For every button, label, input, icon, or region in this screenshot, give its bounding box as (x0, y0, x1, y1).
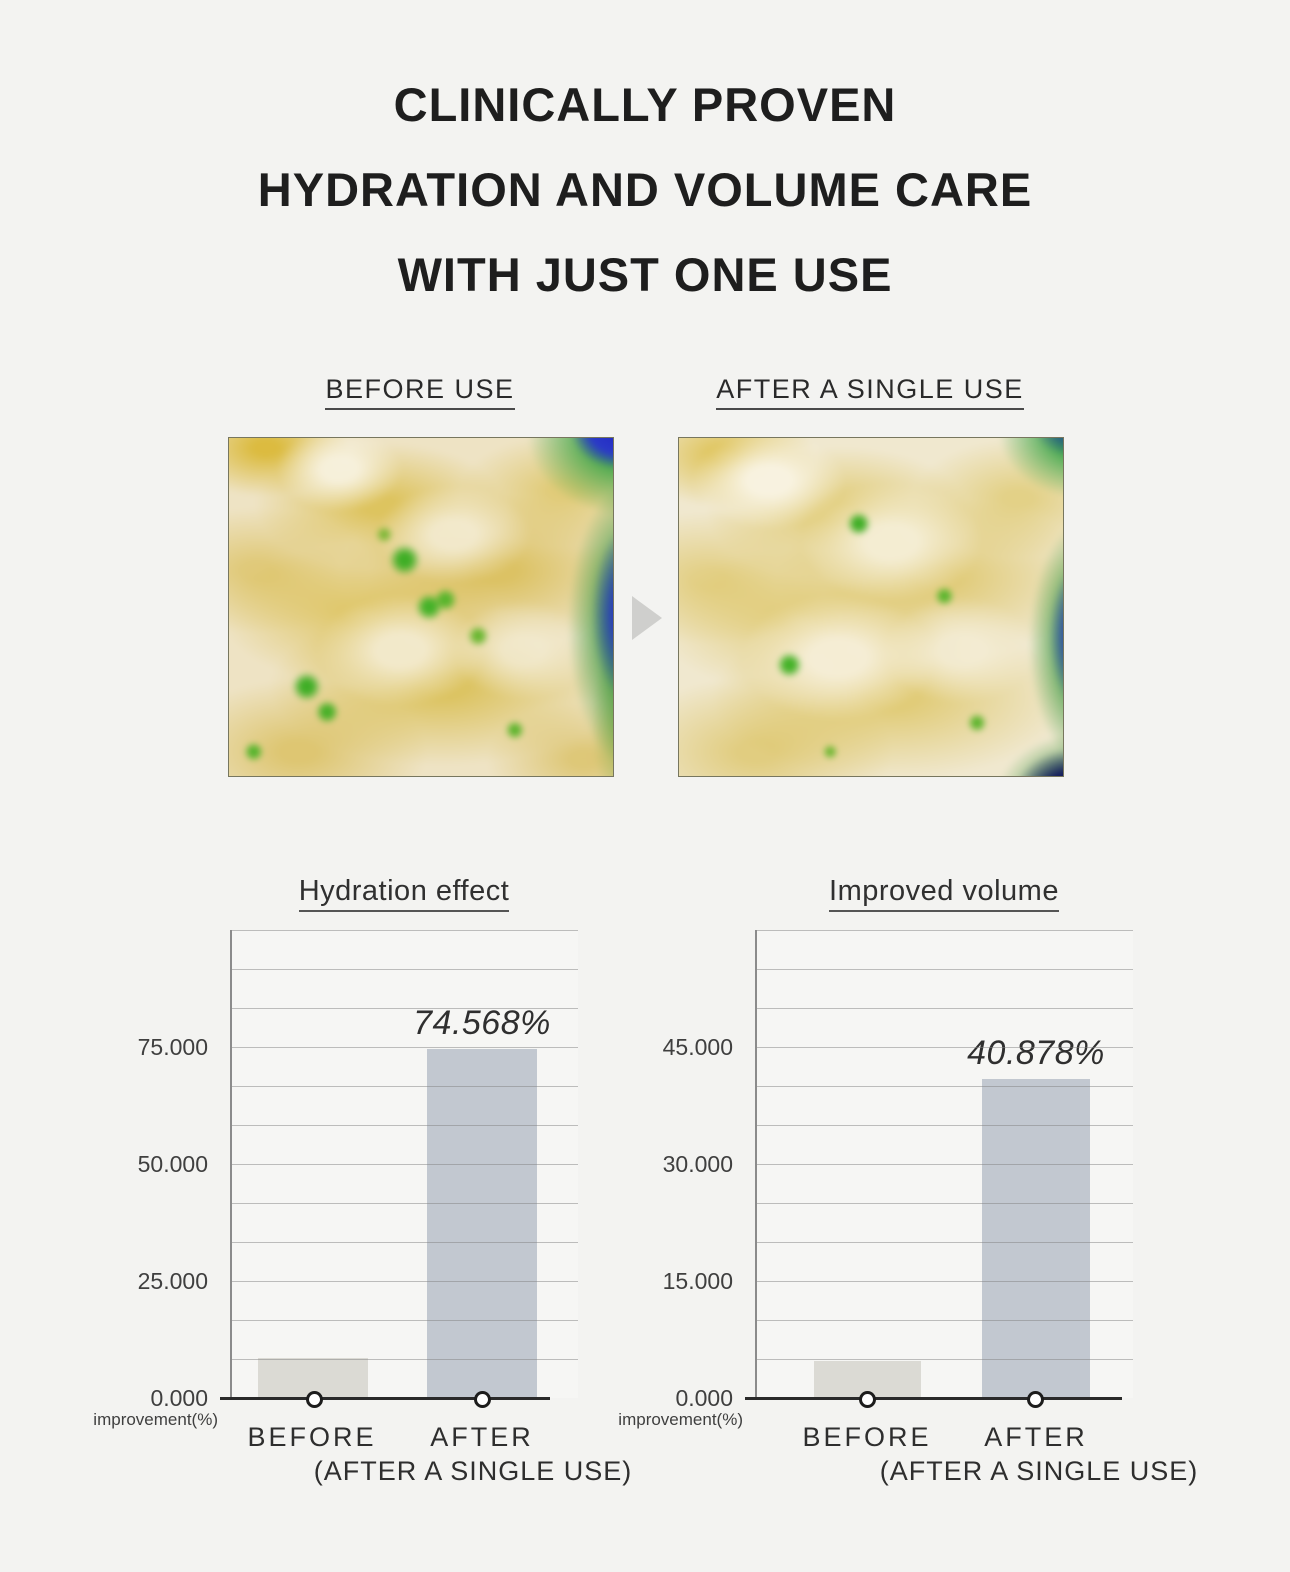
before-use-label-text: BEFORE USE (325, 374, 515, 410)
page-title-line2: HYDRATION AND VOLUME CARE (257, 163, 1033, 216)
plot-area: 74.568% 0.000 25.000 50.000 75.000 impro… (93, 930, 631, 1486)
after-single-use-label-text: AFTER A SINGLE USE (716, 374, 1024, 410)
x-axis-line (220, 1397, 550, 1400)
chart-title-text: Improved volume (829, 875, 1059, 912)
improved-volume-chart: Improved volume 40.878% 0.000 15.000 30.… (618, 875, 1197, 1486)
y-tick-1: 15.000 (662, 1268, 733, 1294)
page-title: CLINICALLY PROVEN HYDRATION AND VOLUME C… (0, 62, 1290, 317)
y-tick-2: 30.000 (662, 1151, 733, 1177)
chart-title: Hydration effect (230, 875, 578, 912)
before-axis-marker (306, 1391, 323, 1408)
hydration-effect-chart: Hydration effect 74.568% 0.000 25.000 50… (93, 875, 631, 1486)
y-axis-title: improvement(%) (618, 1410, 743, 1429)
category-label-before: BEFORE (247, 1422, 377, 1452)
chart-footnote: (AFTER A SINGLE USE) (879, 1456, 1199, 1486)
right-arrow-icon (632, 596, 662, 640)
y-axis-title: improvement(%) (93, 1410, 218, 1429)
after-axis-marker (474, 1391, 491, 1408)
category-label-after: AFTER (984, 1422, 1088, 1452)
after-value-label: 40.878% (967, 1034, 1105, 1073)
plot-area: 40.878% 0.000 15.000 30.000 45.000 impro… (618, 930, 1197, 1486)
category-label-after: AFTER (430, 1422, 534, 1452)
y-tick-2: 50.000 (137, 1151, 208, 1177)
category-label-before: BEFORE (802, 1422, 932, 1452)
page-title-line3: WITH JUST ONE USE (397, 248, 893, 301)
y-tick-1: 25.000 (137, 1268, 208, 1294)
y-tick-0: 0.000 (150, 1385, 208, 1411)
after-single-use-label: AFTER A SINGLE USE (678, 374, 1062, 410)
after-photo-texture (679, 438, 1063, 776)
y-tick-3: 45.000 (662, 1034, 733, 1060)
x-axis-line (745, 1397, 1122, 1400)
after-value-label: 74.568% (413, 1004, 551, 1043)
before-axis-marker (859, 1391, 876, 1408)
before-use-label: BEFORE USE (228, 374, 612, 410)
y-tick-3: 75.000 (137, 1034, 208, 1060)
after-photo (678, 437, 1064, 777)
chart-footnote: (AFTER A SINGLE USE) (313, 1456, 633, 1486)
after-bar: 40.878% (967, 1034, 1104, 1398)
after-axis-marker (1027, 1391, 1044, 1408)
after-bar: 74.568% (413, 1004, 550, 1398)
y-tick-0: 0.000 (675, 1385, 733, 1411)
before-photo (228, 437, 614, 777)
page-title-line1: CLINICALLY PROVEN (393, 78, 897, 131)
before-photo-texture (229, 438, 613, 776)
chart-title-text: Hydration effect (298, 875, 510, 912)
chart-title: Improved volume (755, 875, 1133, 912)
